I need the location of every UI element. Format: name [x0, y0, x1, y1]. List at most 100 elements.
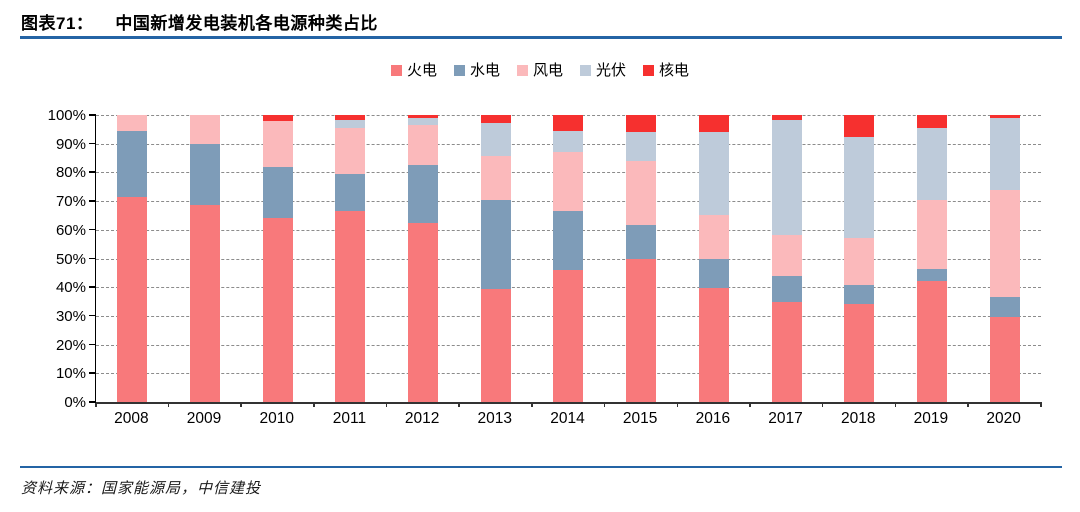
bar-column-2008	[96, 115, 169, 402]
legend-swatch-wind	[516, 65, 528, 76]
x-axis-tick	[313, 402, 315, 407]
legend-item-hydro: 水电	[453, 63, 500, 78]
bars-layer	[96, 115, 1041, 402]
x-axis-tick	[676, 402, 679, 407]
bar-segment-2009-thermal	[190, 204, 221, 402]
y-tick-label-20: 20%	[55, 336, 86, 354]
x-label-2013: 2013	[477, 410, 513, 427]
x-label-2010: 2010	[259, 410, 294, 427]
bar-segment-2019-wind	[916, 199, 947, 270]
bar-segment-2012-nuclear	[408, 115, 439, 118]
bar-segment-2018-wind	[844, 238, 875, 286]
source-note: 资料来源：国家能源局，中信建投	[21, 481, 262, 497]
y-axis-labels: 100% 90% 80% 70% 60% 50% 40% 30% 20% 10% 0%	[18, 108, 88, 410]
bar-2014	[553, 115, 584, 402]
bar-segment-2017-solar	[771, 119, 802, 235]
x-axis-tick	[167, 402, 170, 407]
y-tick-label-70: 70%	[55, 193, 86, 211]
chart-title: 中国新增发电装机各电源种类占比	[115, 14, 378, 33]
bar-segment-2015-hydro	[626, 224, 657, 259]
bar-segment-2010-nuclear	[262, 115, 293, 121]
bar-segment-2010-hydro	[262, 166, 293, 219]
legend-swatch-nuclear	[643, 65, 655, 76]
y-axis-tick	[89, 343, 96, 346]
y-axis-tick	[89, 257, 96, 259]
legend-label-wind: 风电	[532, 62, 563, 79]
chart-legend: 火电 水电 风电 光伏 核电	[0, 63, 1080, 78]
bar-segment-2010-thermal	[262, 218, 293, 402]
bar-2013	[480, 115, 511, 402]
y-axis-tick	[89, 314, 96, 317]
bar-2009	[190, 115, 221, 402]
bar-segment-2015-nuclear	[626, 115, 657, 133]
x-label-2018: 2018	[840, 410, 876, 427]
bar-segment-2020-wind	[989, 189, 1020, 298]
x-axis-tick	[458, 402, 460, 407]
bar-segment-2013-nuclear	[480, 115, 511, 123]
bar-column-2020	[968, 115, 1041, 402]
header-rule	[20, 36, 1062, 39]
bar-segment-2012-wind	[408, 125, 439, 166]
bar-column-2019	[896, 115, 969, 402]
y-axis-tick	[89, 286, 96, 288]
bar-segment-2009-wind	[190, 115, 221, 144]
y-axis-tick	[89, 401, 96, 403]
bar-segment-2013-wind	[480, 156, 511, 200]
x-axis-category-labels: 2008 2009 2010 2011 2012 2013 2014 2015 2016 2017…	[95, 410, 1040, 428]
bar-2010	[262, 115, 293, 402]
bar-column-2012	[387, 115, 460, 402]
bar-column-2009	[169, 115, 242, 402]
legend-swatch-thermal	[390, 65, 402, 76]
bar-segment-2018-hydro	[844, 285, 875, 305]
figure-label: 图表71：	[21, 14, 94, 33]
bar-segment-2019-thermal	[916, 281, 947, 402]
footer-rule	[20, 466, 1062, 468]
bar-2008	[117, 115, 148, 402]
x-label-2019: 2019	[913, 410, 949, 427]
x-label-2017: 2017	[768, 410, 803, 427]
y-axis-tick	[89, 372, 96, 374]
legend-item-nuclear: 核电	[643, 63, 689, 78]
bar-segment-2016-solar	[698, 131, 729, 215]
legend-label-solar: 光伏	[596, 62, 627, 79]
x-label-2011: 2011	[332, 410, 367, 427]
bar-segment-2020-nuclear	[989, 115, 1020, 118]
bar-2019	[916, 115, 947, 402]
bar-segment-2019-nuclear	[916, 115, 947, 128]
bar-segment-2008-thermal	[117, 196, 148, 402]
bar-column-2018	[823, 115, 896, 402]
x-label-2014: 2014	[550, 410, 585, 427]
bar-segment-2017-thermal	[771, 302, 802, 402]
x-label-2009: 2009	[186, 410, 222, 427]
bar-segment-2012-hydro	[408, 165, 439, 223]
y-axis-tick	[89, 200, 96, 202]
x-axis-tick	[240, 402, 242, 407]
legend-item-solar: 光伏	[580, 63, 626, 78]
bar-segment-2013-hydro	[480, 199, 511, 289]
x-label-2015: 2015	[622, 410, 658, 427]
x-label-2008: 2008	[114, 410, 149, 427]
legend-swatch-solar	[580, 65, 591, 76]
bar-segment-2019-hydro	[916, 269, 947, 282]
bar-2015	[626, 115, 657, 402]
bar-segment-2016-nuclear	[698, 115, 729, 132]
bar-segment-2017-hydro	[771, 276, 802, 303]
bar-column-2013	[459, 115, 532, 402]
bar-segment-2009-hydro	[190, 143, 221, 205]
bar-segment-2019-solar	[916, 127, 947, 200]
bar-segment-2016-hydro	[698, 258, 729, 289]
bar-column-2011	[314, 115, 387, 402]
bar-segment-2008-hydro	[117, 130, 148, 197]
bar-segment-2008-wind	[117, 115, 148, 131]
x-axis-tick	[749, 402, 751, 407]
bar-2011	[335, 115, 366, 402]
bar-segment-2015-wind	[626, 160, 657, 225]
x-axis-tick	[894, 402, 897, 407]
bar-segment-2016-thermal	[698, 288, 729, 402]
bar-segment-2012-solar	[408, 117, 439, 126]
bar-2018	[844, 115, 875, 402]
x-label-2012: 2012	[404, 410, 440, 427]
y-axis-tick	[89, 228, 96, 231]
bar-segment-2011-nuclear	[335, 115, 366, 121]
